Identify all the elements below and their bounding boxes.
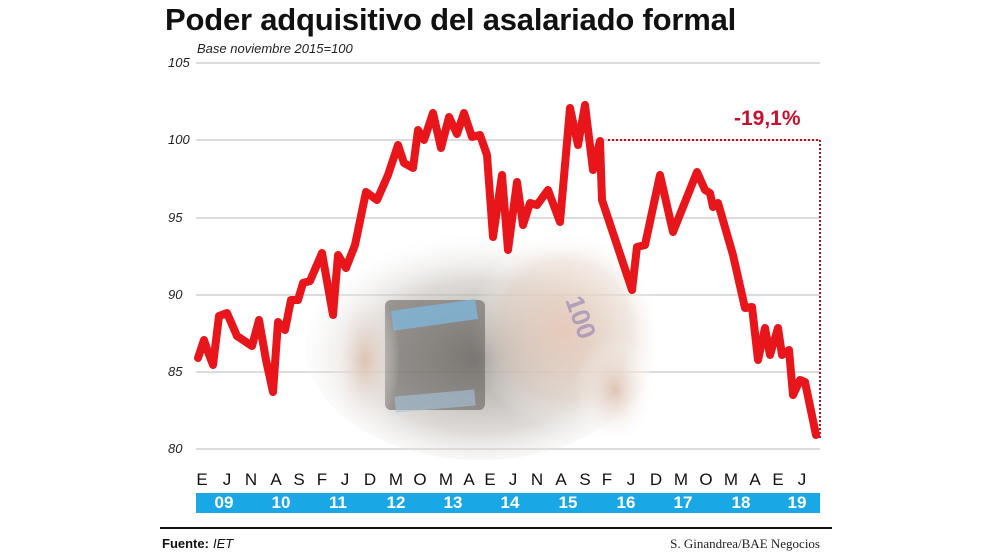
y-tick-85: 85 bbox=[168, 364, 183, 379]
month-label: J bbox=[626, 470, 636, 489]
month-label: M bbox=[438, 470, 454, 489]
month-label: N bbox=[530, 470, 544, 489]
y-tick-90: 90 bbox=[168, 287, 183, 302]
decline-percentage-label: -19,1% bbox=[734, 107, 801, 130]
year-label: 13 bbox=[443, 493, 463, 512]
month-label: O bbox=[413, 470, 427, 489]
month-label: A bbox=[463, 470, 475, 489]
y-tick-95: 95 bbox=[168, 210, 183, 225]
purchasing-power-line bbox=[194, 101, 820, 439]
month-label: O bbox=[699, 470, 713, 489]
month-label: E bbox=[484, 470, 496, 489]
year-label: 14 bbox=[500, 493, 520, 512]
year-label: 17 bbox=[673, 493, 693, 512]
year-label: 19 bbox=[787, 493, 807, 512]
month-label: J bbox=[222, 470, 232, 489]
month-label: N bbox=[244, 470, 258, 489]
month-label: A bbox=[270, 470, 282, 489]
wallet-photo-illustration: 100 bbox=[305, 230, 660, 460]
month-axis: E J N A S F J D M O M A E J N A S F J D … bbox=[190, 470, 830, 490]
year-band: 09 10 11 12 13 14 15 16 17 18 19 bbox=[196, 493, 820, 513]
year-label: 11 bbox=[329, 493, 347, 512]
year-label: 15 bbox=[558, 493, 578, 512]
month-label: E bbox=[772, 470, 784, 489]
month-label: F bbox=[316, 470, 328, 489]
month-label: D bbox=[649, 470, 663, 489]
y-tick-105: 105 bbox=[168, 55, 190, 70]
year-label: 09 bbox=[214, 493, 234, 512]
y-tick-100: 100 bbox=[168, 132, 190, 147]
author-credit: S. Ginandrea/BAE Negocios bbox=[670, 536, 820, 551]
year-label: 12 bbox=[386, 493, 406, 512]
decline-bracket bbox=[608, 139, 821, 438]
month-label: D bbox=[363, 470, 377, 489]
chart-subtitle: Base noviembre 2015=100 bbox=[197, 41, 353, 56]
month-label: M bbox=[673, 470, 689, 489]
source-value: IET bbox=[212, 536, 234, 551]
year-label: 10 bbox=[271, 493, 291, 512]
y-tick-80: 80 bbox=[168, 441, 183, 456]
month-label: E bbox=[196, 470, 208, 489]
source-note: Fuente: IET bbox=[162, 536, 233, 551]
month-label: A bbox=[749, 470, 761, 489]
month-label: M bbox=[723, 470, 739, 489]
footer-divider bbox=[160, 527, 832, 529]
month-label: S bbox=[579, 470, 591, 489]
year-label: 16 bbox=[616, 493, 636, 512]
month-label: F bbox=[601, 470, 613, 489]
chart-title: Poder adquisitivo del asalariado formal bbox=[165, 2, 737, 37]
month-label: J bbox=[797, 470, 807, 489]
month-label: J bbox=[508, 470, 518, 489]
source-label: Fuente: bbox=[162, 536, 209, 551]
month-label: M bbox=[388, 470, 404, 489]
month-label: S bbox=[293, 470, 305, 489]
month-label: J bbox=[340, 470, 350, 489]
year-label: 18 bbox=[731, 493, 751, 512]
month-label: A bbox=[555, 470, 567, 489]
